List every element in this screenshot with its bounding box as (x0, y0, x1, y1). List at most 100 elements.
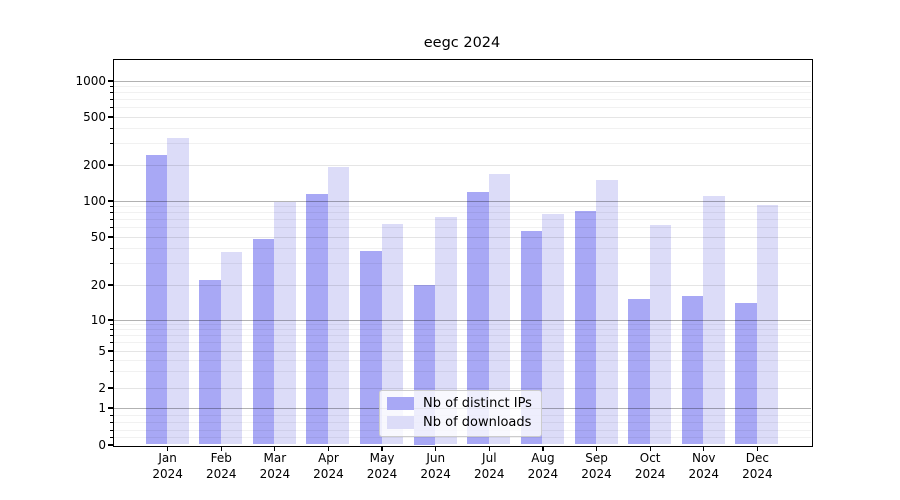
x-tick-mark (756, 446, 759, 451)
minor-gridline (113, 212, 811, 214)
y-minor-tick-mark (110, 342, 113, 344)
bar-downloads-may (381, 223, 404, 445)
minor-gridline (113, 248, 811, 250)
gridline-200 (113, 164, 811, 166)
gridline-5 (113, 350, 811, 352)
bar-distinct-ips-oct (628, 299, 650, 445)
x-tick-label-jan: Jan 2024 (152, 451, 183, 481)
minor-gridline (113, 359, 811, 361)
y-minor-tick-mark (110, 205, 113, 207)
y-minor-tick-mark (110, 85, 113, 87)
x-tick-label-oct: Oct 2024 (634, 451, 666, 481)
x-tick-label-mar: Mar 2024 (259, 451, 291, 481)
y-minor-tick-mark (110, 422, 113, 424)
minor-gridline (113, 92, 811, 94)
y-tick-label-200: 200 (83, 158, 106, 172)
y-tick-label-20: 20 (90, 278, 106, 292)
bar-distinct-ips-feb (199, 279, 221, 445)
x-tick-mark (542, 446, 544, 451)
x-tick-label-jun: Jun 2024 (420, 451, 451, 481)
y-tick-mark (108, 164, 113, 166)
bar-downloads-feb (220, 252, 243, 445)
y-tick-mark (108, 387, 113, 389)
gridline-50 (113, 236, 811, 238)
y-minor-tick-mark (110, 371, 113, 373)
x-tick-label-feb: Feb 2024 (205, 451, 237, 481)
y-tick-label-1: 1 (98, 401, 106, 415)
minor-gridline (113, 143, 811, 145)
y-minor-tick-mark (110, 92, 113, 94)
minor-gridline (113, 329, 811, 331)
y-tick-mark (108, 407, 113, 409)
y-minor-tick-mark (110, 429, 113, 431)
y-minor-tick-mark (110, 329, 113, 331)
legend: Nb of distinct IPs Nb of downloads (379, 390, 542, 437)
bar-downloads-jun (435, 216, 457, 445)
x-tick-mark (703, 446, 705, 451)
y-minor-tick-mark (110, 414, 113, 416)
y-tick-mark (108, 236, 113, 238)
bar-downloads-jan (167, 138, 189, 445)
x-tick-label-dec: Dec 2024 (742, 451, 773, 481)
bar-distinct-ips-dec (735, 302, 757, 445)
y-minor-tick-mark (110, 248, 113, 250)
minor-gridline (113, 99, 811, 101)
y-minor-tick-mark (110, 437, 113, 439)
gridline-2 (113, 387, 811, 389)
y-minor-tick-mark (110, 335, 113, 337)
legend-item-distinct-ips: Nb of distinct IPs (387, 396, 532, 411)
y-tick-mark (108, 116, 113, 118)
x-tick-label-may: May 2024 (366, 451, 398, 481)
y-tick-label-100: 100 (83, 194, 106, 208)
x-tick-mark (274, 446, 276, 451)
y-tick-label-1000: 1000 (75, 74, 106, 88)
bar-downloads-sep (596, 180, 618, 445)
x-tick-mark (381, 446, 383, 451)
y-minor-tick-mark (110, 263, 113, 265)
bar-downloads-apr (327, 166, 350, 445)
x-tick-mark (220, 446, 222, 451)
chart-title: eegc 2024 (423, 35, 501, 51)
minor-gridline (113, 219, 811, 221)
y-minor-tick-mark (110, 107, 113, 109)
y-tick-mark (108, 350, 113, 352)
bar-downloads-jul (488, 174, 511, 445)
minor-gridline (113, 371, 811, 373)
x-tick-label-jul: Jul 2024 (474, 451, 505, 481)
bar-distinct-ips-apr (306, 194, 328, 445)
y-tick-label-10: 10 (90, 313, 106, 327)
bar-downloads-mar (274, 201, 296, 445)
x-tick-mark (488, 446, 490, 451)
legend-item-downloads: Nb of downloads (387, 415, 532, 430)
bar-distinct-ips-jul (467, 192, 489, 445)
y-tick-label-2: 2 (98, 381, 106, 395)
y-tick-label-0: 0 (98, 438, 106, 452)
y-tick-label-50: 50 (90, 230, 106, 244)
gridline-20 (113, 284, 811, 286)
bar-distinct-ips-may (360, 250, 382, 445)
bar-downloads-aug (542, 214, 564, 445)
bar-downloads-dec (756, 205, 779, 445)
x-tick-mark (327, 446, 330, 451)
gridline-500 (113, 116, 811, 118)
y-tick-mark (108, 200, 113, 202)
bar-downloads-nov (703, 195, 725, 445)
x-tick-mark (166, 446, 169, 451)
gridline-100 (113, 200, 811, 202)
y-tick-mark (108, 319, 113, 321)
y-tick-label-500: 500 (83, 110, 106, 124)
x-tick-label-sep: Sep 2024 (581, 451, 612, 481)
y-tick-mark (108, 284, 113, 286)
minor-gridline (113, 263, 811, 265)
gridline-10 (113, 319, 811, 321)
minor-gridline (113, 128, 811, 130)
y-minor-tick-mark (110, 99, 113, 101)
x-tick-label-apr: Apr 2024 (313, 451, 344, 481)
y-minor-tick-mark (110, 212, 113, 214)
y-tick-mark (108, 80, 113, 82)
y-minor-tick-mark (110, 219, 113, 221)
x-tick-label-nov: Nov 2024 (688, 451, 720, 481)
minor-gridline (113, 342, 811, 344)
bar-distinct-ips-mar (252, 238, 275, 445)
